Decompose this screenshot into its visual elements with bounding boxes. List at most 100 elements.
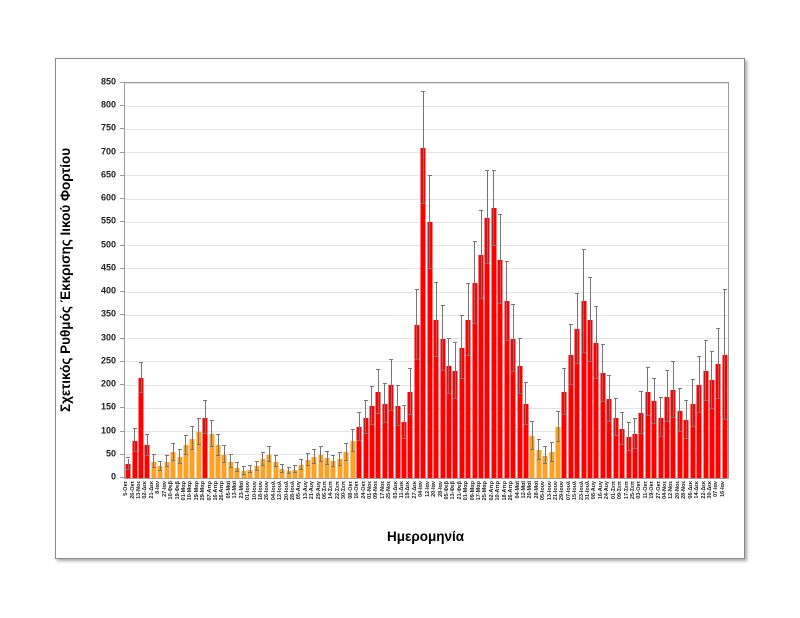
bar xyxy=(446,366,452,478)
error-whisker xyxy=(531,422,533,451)
error-whisker xyxy=(198,418,200,445)
error-cap-bottom xyxy=(594,378,599,380)
error-cap-bottom xyxy=(389,409,394,411)
x-axis-labels: 5-Οκτ 26-Οκτ 13-Νοε 02-Δεκ 21-Δεκ 8-Ιαν 27-Ιαν… xyxy=(123,480,727,527)
y-tick-label: 400 xyxy=(100,285,116,296)
error-cap-top xyxy=(709,350,714,352)
error-cap-top xyxy=(472,240,477,242)
x-axis-title: Ημερομηνία xyxy=(386,529,465,544)
bar-slot xyxy=(151,83,157,478)
error-whisker xyxy=(435,282,437,358)
bar-slot xyxy=(523,83,529,478)
error-cap-bottom xyxy=(600,401,605,403)
gridline xyxy=(125,407,728,409)
bar xyxy=(677,410,683,478)
error-cap-bottom xyxy=(235,471,240,473)
error-whisker xyxy=(243,467,245,475)
error-cap-bottom xyxy=(126,468,131,470)
error-cap-top xyxy=(446,337,451,339)
error-whisker xyxy=(326,452,328,465)
error-cap-bottom xyxy=(709,408,714,410)
error-cap-bottom xyxy=(491,244,496,246)
x-tick-label: 13-Μαϊ xyxy=(232,481,239,499)
error-cap-bottom xyxy=(312,463,317,465)
bar xyxy=(478,254,484,478)
x-tick-label: 14-Δεκ xyxy=(694,481,701,499)
bar-slot xyxy=(625,83,632,478)
gridline xyxy=(125,175,728,177)
bar-slot xyxy=(208,83,215,478)
bar-slot xyxy=(202,83,208,478)
error-cap-top xyxy=(665,370,670,372)
error-whisker xyxy=(512,305,514,373)
error-whisker xyxy=(506,261,508,341)
bar-slot xyxy=(273,83,279,478)
x-tick-label: 26-Ιουν xyxy=(264,481,271,501)
error-whisker xyxy=(583,250,585,353)
error-cap-top xyxy=(369,386,374,388)
error-whisker xyxy=(461,316,463,380)
bar xyxy=(561,392,567,478)
error-cap-bottom xyxy=(325,464,330,465)
bar-slot xyxy=(516,83,522,478)
bar xyxy=(350,440,356,478)
gridline xyxy=(125,105,728,107)
bar-slot xyxy=(337,83,343,478)
error-whisker xyxy=(454,343,456,399)
error-whisker xyxy=(666,371,668,423)
x-tick-label: 16-Οκτ xyxy=(354,481,361,499)
error-cap-top xyxy=(280,463,285,465)
gridline xyxy=(125,431,728,433)
x-tick-label: 09-Σεπ xyxy=(617,481,624,500)
bar xyxy=(517,366,522,478)
error-cap-top xyxy=(620,412,625,414)
error-cap-top xyxy=(408,367,413,369)
bar-slot xyxy=(503,83,510,478)
error-cap-top xyxy=(607,374,612,376)
bar-slot xyxy=(196,83,202,478)
error-cap-bottom xyxy=(216,454,220,456)
error-whisker xyxy=(262,452,264,466)
bar xyxy=(703,371,709,478)
error-whisker xyxy=(409,368,411,416)
bar xyxy=(375,392,381,478)
bar-slot xyxy=(356,83,362,478)
y-tick-label: 0 xyxy=(110,471,116,482)
error-cap-top xyxy=(325,450,330,452)
bar xyxy=(510,338,516,478)
bar xyxy=(664,396,670,478)
error-cap-bottom xyxy=(543,463,548,465)
bar xyxy=(221,454,227,478)
error-whisker xyxy=(159,461,161,472)
bar-slot xyxy=(183,83,189,478)
bar xyxy=(452,371,458,478)
gridline xyxy=(125,384,728,386)
error-cap-top xyxy=(248,464,253,466)
bar-slot xyxy=(619,83,625,478)
bar xyxy=(709,380,715,478)
error-whisker xyxy=(352,429,354,452)
error-cap-bottom xyxy=(414,358,419,360)
error-whisker xyxy=(692,380,694,427)
error-whisker xyxy=(166,456,168,468)
bar-slot xyxy=(215,83,221,478)
error-whisker xyxy=(467,283,469,357)
y-tick-label: 100 xyxy=(100,425,116,436)
bar xyxy=(497,259,503,478)
error-whisker xyxy=(608,375,610,423)
error-whisker xyxy=(640,392,642,434)
bar-slot xyxy=(157,83,163,478)
error-cap-top xyxy=(594,306,599,307)
error-cap-bottom xyxy=(677,431,682,432)
bar-slot xyxy=(555,83,561,478)
error-whisker xyxy=(679,389,681,432)
bar-slot xyxy=(305,83,311,478)
error-cap-top xyxy=(491,170,496,172)
bar xyxy=(132,440,138,478)
bar xyxy=(536,450,542,478)
error-cap-top xyxy=(235,462,240,464)
error-cap-bottom xyxy=(684,437,689,439)
bar xyxy=(401,422,407,478)
gridline xyxy=(125,198,728,200)
bar-slot xyxy=(247,83,253,478)
